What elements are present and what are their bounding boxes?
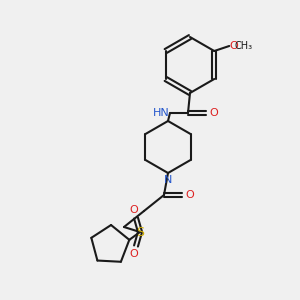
Text: O: O <box>130 205 138 215</box>
Text: CH₃: CH₃ <box>234 41 252 51</box>
Text: O: O <box>130 249 138 259</box>
Text: O: O <box>210 108 218 118</box>
Text: S: S <box>136 226 144 238</box>
Text: HN: HN <box>153 108 169 118</box>
Text: N: N <box>164 175 172 185</box>
Text: O: O <box>230 41 239 51</box>
Text: O: O <box>186 190 194 200</box>
